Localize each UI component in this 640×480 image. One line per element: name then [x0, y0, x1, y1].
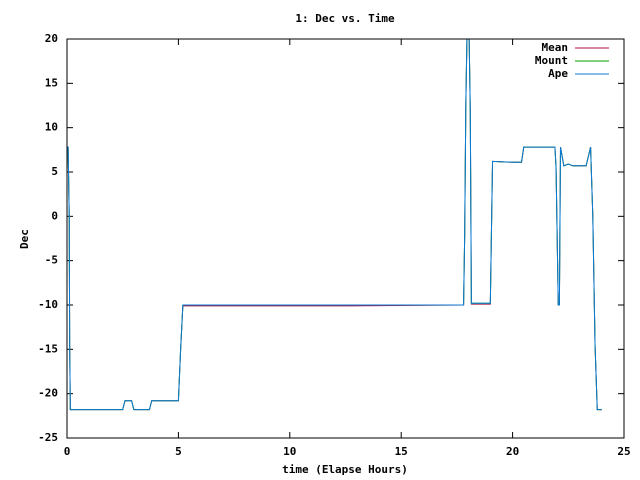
y-tick-label: 0	[51, 209, 58, 222]
legend-label: Mean	[542, 41, 569, 54]
y-tick-label: 5	[51, 165, 58, 178]
chart-title: 1: Dec vs. Time	[295, 12, 395, 25]
plot-border	[66, 38, 625, 439]
x-axis-label: time (Elapse Hours)	[282, 463, 408, 476]
y-tick-label: -5	[45, 254, 58, 267]
legend-label: Mount	[535, 54, 568, 67]
x-tick-label: 25	[617, 445, 630, 458]
y-tick-label: 15	[45, 76, 58, 89]
y-tick-label: -20	[38, 387, 58, 400]
y-tick-label: -10	[38, 298, 58, 311]
y-tick-label: 10	[45, 121, 58, 134]
y-tick-label: -25	[38, 431, 58, 444]
x-tick-label: 0	[64, 445, 71, 458]
x-tick-label: 20	[506, 445, 519, 458]
y-tick-label: 20	[45, 32, 58, 45]
legend-label: Ape	[548, 67, 568, 80]
x-tick-label: 15	[395, 445, 408, 458]
x-tick-label: 5	[175, 445, 182, 458]
y-axis-label: Dec	[18, 229, 31, 249]
data-line	[67, 38, 602, 411]
x-tick-label: 10	[283, 445, 296, 458]
y-tick-label: -15	[38, 342, 58, 355]
